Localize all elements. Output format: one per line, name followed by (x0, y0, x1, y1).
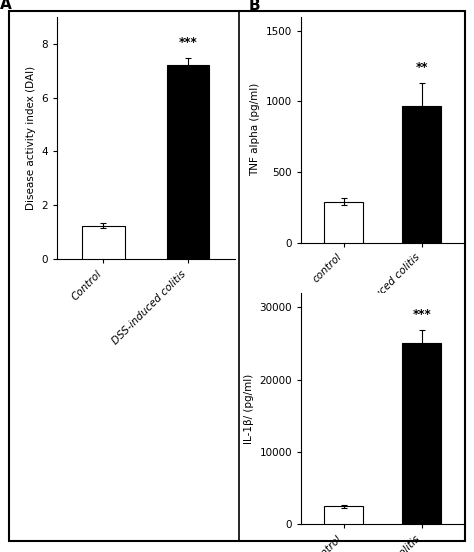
Text: ***: *** (179, 36, 198, 49)
Bar (324, 202, 363, 243)
Text: **: ** (415, 61, 428, 74)
Bar (82, 226, 125, 259)
Bar (167, 65, 209, 259)
Text: B: B (249, 0, 260, 13)
Y-axis label: TNF alpha (pg/ml): TNF alpha (pg/ml) (250, 83, 260, 176)
Bar (402, 343, 441, 524)
Y-axis label: IL-1β/ (pg/ml): IL-1β/ (pg/ml) (244, 373, 254, 444)
Text: ***: *** (412, 308, 431, 321)
Text: A: A (0, 0, 12, 12)
Bar (402, 105, 441, 243)
Bar (324, 506, 363, 524)
Y-axis label: Disease activity index (DAI): Disease activity index (DAI) (26, 66, 36, 210)
